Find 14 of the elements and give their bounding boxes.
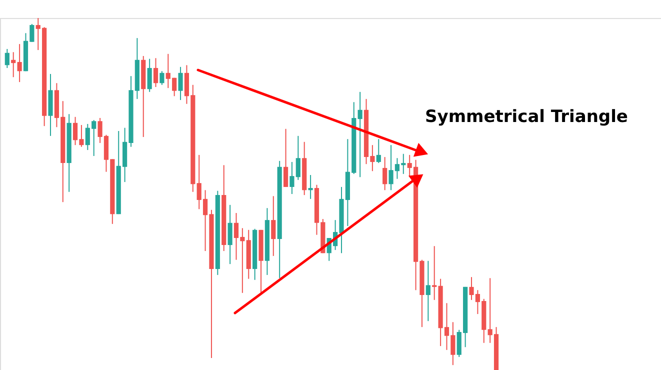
- candlestick: [147, 58, 152, 92]
- candlestick: [228, 204, 232, 265]
- annotation: Symmetrical Triangle: [425, 107, 628, 127]
- candlestick: [382, 156, 388, 191]
- candlestick: [153, 58, 158, 88]
- candlestick: [358, 91, 362, 178]
- candlestick: [160, 70, 164, 86]
- candlestick: [308, 174, 313, 200]
- candlestick: [271, 196, 276, 256]
- candlestick: [283, 128, 288, 188]
- candlestick: [178, 66, 183, 101]
- candlestick: [376, 138, 381, 164]
- candlestick: [426, 260, 430, 322]
- candlestick: [4, 48, 10, 68]
